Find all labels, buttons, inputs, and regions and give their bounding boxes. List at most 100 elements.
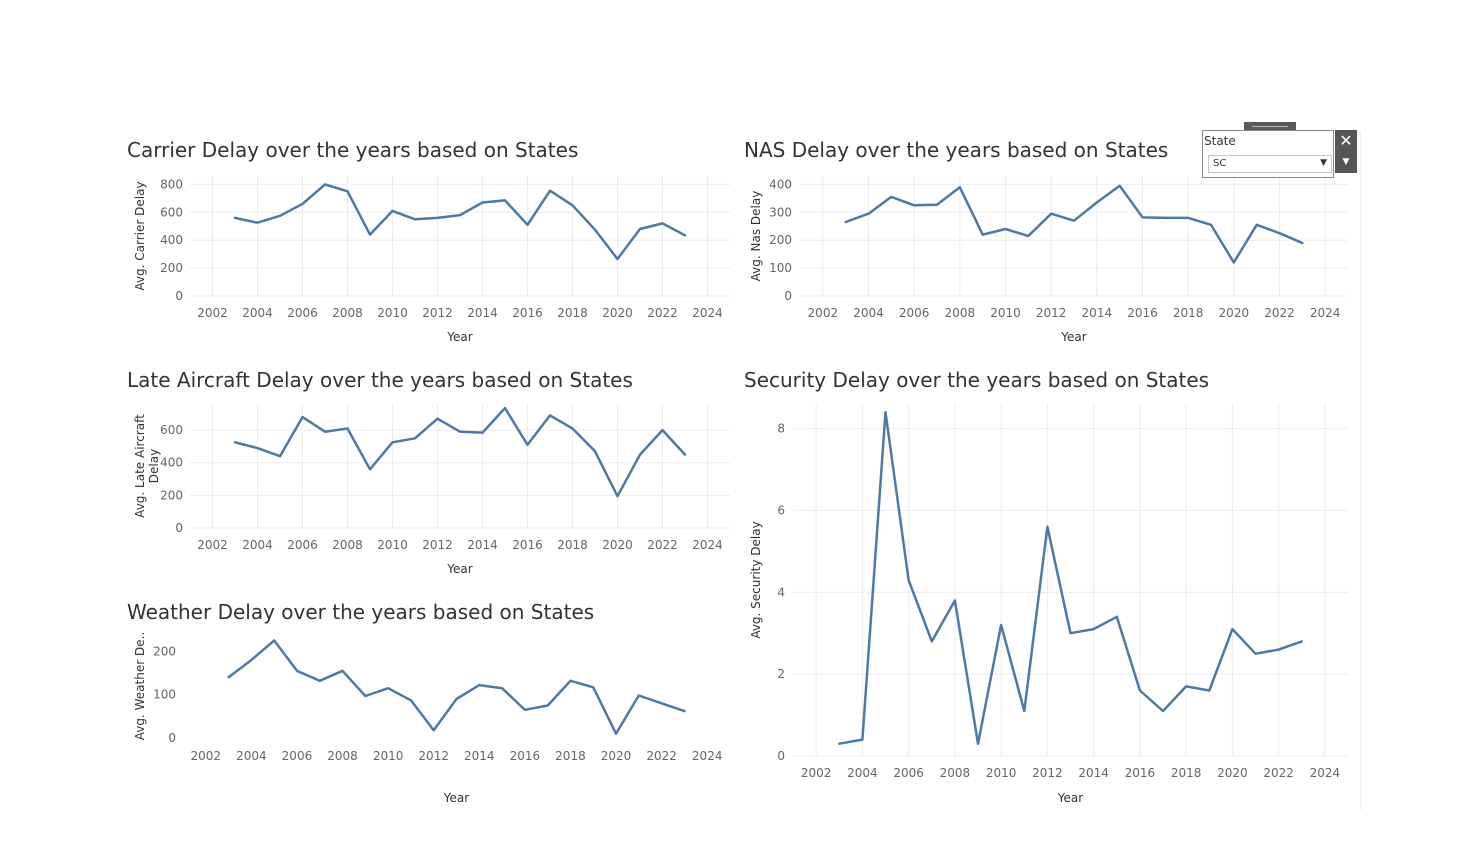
carrier-x-tick-label: 2006	[287, 306, 318, 320]
chevron-down-icon: ▼	[1320, 158, 1327, 168]
nas-chart-title: NAS Delay over the years based on States	[744, 138, 1169, 162]
late_aircraft-y-axis-title: Avg. Late AircraftDelay	[133, 414, 161, 518]
weather-x-tick-label: 2006	[282, 749, 313, 763]
nas-x-tick-label: 2016	[1127, 306, 1158, 320]
late_aircraft-y-tick-label: 0	[175, 521, 183, 535]
carrier-y-tick-label: 800	[160, 177, 183, 191]
carrier-x-tick-label: 2016	[512, 306, 543, 320]
weather-x-axis-title: Year	[443, 791, 469, 805]
security-x-tick-label: 2024	[1310, 766, 1341, 780]
state-filter-value: SC	[1213, 158, 1227, 169]
late_aircraft-x-tick-label: 2008	[332, 538, 363, 552]
carrier-x-tick-label: 2024	[692, 306, 723, 320]
weather-x-tick-label: 2008	[327, 749, 358, 763]
nas-x-axis-title: Year	[1060, 330, 1086, 344]
weather-y-tick-label: 100	[153, 688, 176, 702]
security-x-tick-label: 2020	[1217, 766, 1248, 780]
carrier-y-tick-label: 200	[160, 261, 183, 275]
nas-x-tick-label: 2012	[1036, 306, 1067, 320]
late_aircraft-y-tick-label: 400	[160, 456, 183, 470]
nas-x-tick-label: 2006	[899, 306, 930, 320]
carrier-y-axis-title: Avg. Carrier Delay	[133, 181, 147, 290]
weather-y-tick-label: 0	[168, 731, 176, 745]
weather-x-tick-label: 2014	[464, 749, 495, 763]
security-x-tick-label: 2006	[893, 766, 924, 780]
late_aircraft-y-tick-label: 200	[160, 488, 183, 502]
dropdown-menu-icon[interactable]: ▼	[1342, 157, 1350, 167]
late_aircraft-x-tick-label: 2022	[647, 538, 678, 552]
security-x-tick-label: 2016	[1125, 766, 1156, 780]
weather-y-tick-label: 200	[153, 644, 176, 658]
filter-drag-handle[interactable]	[1244, 122, 1296, 131]
nas-x-tick-label: 2010	[990, 306, 1021, 320]
carrier-x-tick-label: 2020	[602, 306, 633, 320]
weather-x-tick-label: 2012	[418, 749, 449, 763]
security-x-axis-title: Year	[1057, 791, 1083, 805]
late_aircraft-series-line	[233, 406, 687, 498]
late_aircraft-y-tick-label: 600	[160, 423, 183, 437]
nas-x-tick-label: 2020	[1219, 306, 1250, 320]
nas-x-tick-label: 2014	[1082, 306, 1113, 320]
security-x-tick-label: 2012	[1032, 766, 1063, 780]
carrier-x-tick-label: 2014	[467, 306, 498, 320]
weather-x-tick-label: 2004	[236, 749, 267, 763]
security-x-tick-label: 2008	[940, 766, 971, 780]
weather-x-tick-label: 2010	[373, 749, 404, 763]
security-y-tick-label: 8	[777, 422, 785, 436]
carrier-y-tick-label: 0	[175, 289, 183, 303]
late_aircraft-x-axis-title: Year	[446, 562, 472, 576]
state-filter: State SC ▼	[1202, 130, 1334, 178]
late_aircraft-x-tick-label: 2006	[287, 538, 318, 552]
late_aircraft-x-tick-label: 2024	[692, 538, 723, 552]
carrier-x-tick-label: 2012	[422, 306, 453, 320]
security-x-tick-label: 2004	[847, 766, 878, 780]
carrier-chart-title: Carrier Delay over the years based on St…	[127, 138, 579, 162]
state-filter-label: State	[1204, 134, 1236, 148]
state-filter-select[interactable]: SC ▼	[1208, 155, 1332, 173]
weather-x-tick-label: 2016	[510, 749, 541, 763]
close-icon[interactable]: ✕	[1339, 131, 1353, 150]
nas-x-tick-label: 2018	[1173, 306, 1204, 320]
security-y-tick-label: 2	[777, 667, 785, 681]
late_aircraft-x-tick-label: 2020	[602, 538, 633, 552]
carrier-x-tick-label: 2022	[647, 306, 678, 320]
late_aircraft-x-tick-label: 2010	[377, 538, 408, 552]
nas-x-tick-label: 2024	[1310, 306, 1341, 320]
nas-x-tick-label: 2004	[853, 306, 884, 320]
security-x-tick-label: 2014	[1078, 766, 1109, 780]
weather-x-tick-label: 2002	[191, 749, 222, 763]
carrier-x-tick-label: 2010	[377, 306, 408, 320]
late_aircraft-x-tick-label: 2016	[512, 538, 543, 552]
late_aircraft-x-tick-label: 2004	[242, 538, 273, 552]
carrier-x-tick-label: 2002	[197, 306, 228, 320]
nas-y-tick-label: 0	[784, 289, 792, 303]
security-x-tick-label: 2010	[986, 766, 1017, 780]
security-x-tick-label: 2018	[1171, 766, 1202, 780]
nas-x-tick-label: 2022	[1264, 306, 1295, 320]
weather-y-axis-title: Avg. Weather De..	[133, 632, 147, 740]
security-y-tick-label: 6	[777, 503, 785, 517]
nas-y-tick-label: 100	[769, 261, 792, 275]
late_aircraft-x-tick-label: 2002	[197, 538, 228, 552]
weather-x-tick-label: 2022	[646, 749, 677, 763]
nas-x-tick-label: 2002	[808, 306, 839, 320]
security-series-line	[838, 410, 1304, 745]
late_aircraft-x-tick-label: 2014	[467, 538, 498, 552]
nas-series-line	[844, 184, 1304, 264]
late-aircraft-chart-title: Late Aircraft Delay over the years based…	[127, 368, 633, 392]
weather-series-line	[227, 639, 686, 735]
weather-x-tick-label: 2020	[601, 749, 632, 763]
carrier-x-tick-label: 2008	[332, 306, 363, 320]
carrier-y-tick-label: 600	[160, 205, 183, 219]
nas-y-tick-label: 300	[769, 205, 792, 219]
weather-x-tick-label: 2024	[692, 749, 723, 763]
carrier-series-line	[233, 183, 687, 261]
late_aircraft-x-tick-label: 2018	[557, 538, 588, 552]
carrier-x-tick-label: 2004	[242, 306, 273, 320]
nas-y-axis-title: Avg. Nas Delay	[749, 191, 763, 282]
weather-chart-title: Weather Delay over the years based on St…	[127, 600, 595, 624]
nas-x-tick-label: 2008	[945, 306, 976, 320]
security-x-tick-label: 2002	[801, 766, 832, 780]
security-chart-title: Security Delay over the years based on S…	[744, 368, 1210, 392]
